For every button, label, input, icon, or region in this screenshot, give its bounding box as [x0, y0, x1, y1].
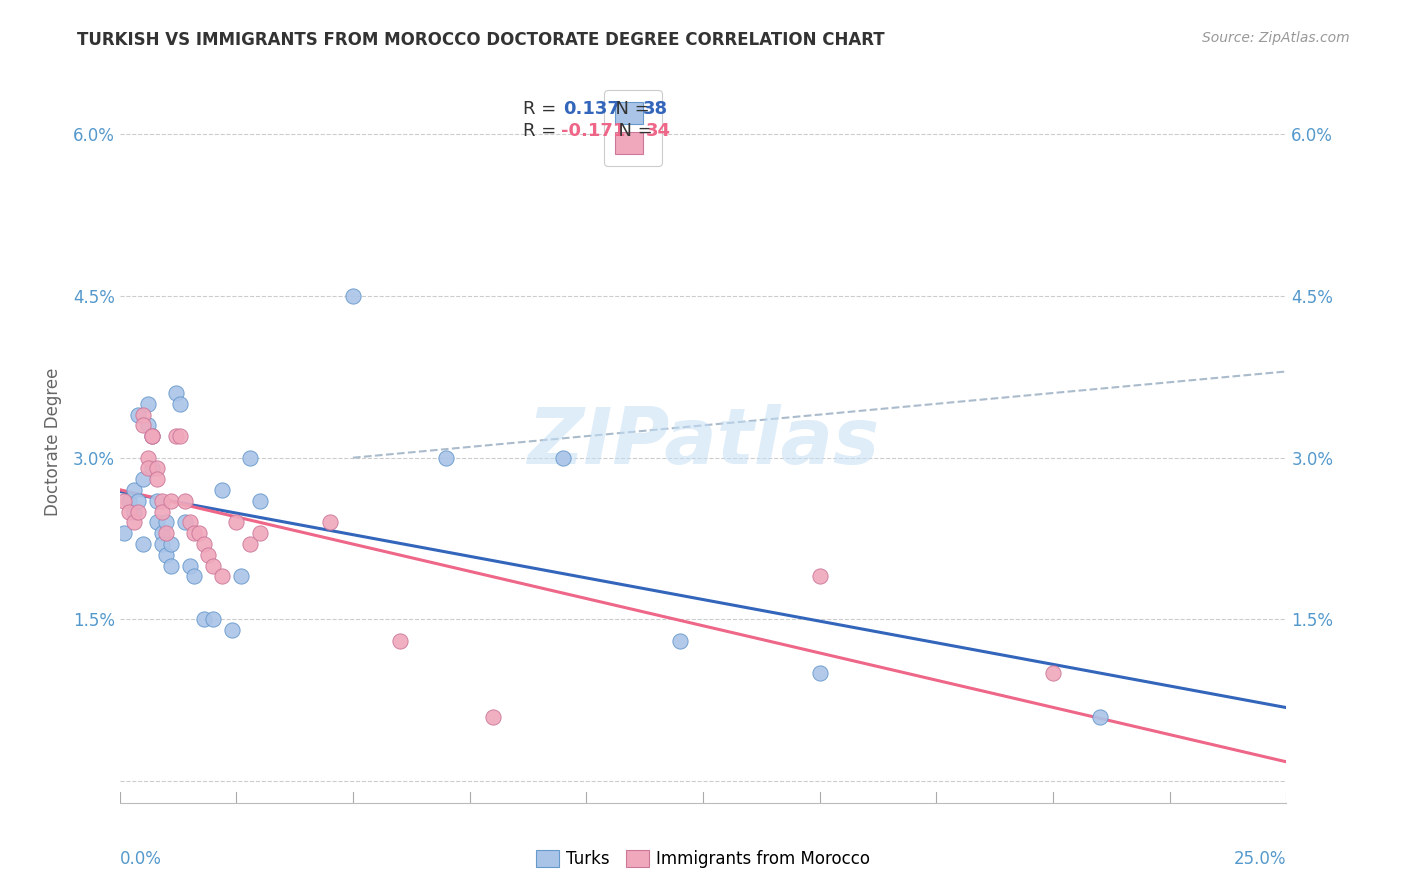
Point — [112, 526, 135, 541]
Point — [150, 493, 173, 508]
Point — [229, 569, 252, 583]
Point — [150, 526, 173, 541]
Point — [249, 526, 271, 541]
Point — [118, 505, 141, 519]
Point — [146, 461, 169, 475]
Point — [141, 429, 163, 443]
Point — [187, 526, 209, 541]
Point — [239, 450, 262, 465]
Point — [132, 472, 155, 486]
Point — [183, 569, 205, 583]
Point — [122, 483, 145, 497]
Point — [160, 537, 183, 551]
Point — [221, 624, 243, 638]
Point — [146, 472, 169, 486]
Point — [146, 493, 169, 508]
Point — [482, 709, 505, 723]
Text: 25.0%: 25.0% — [1234, 850, 1286, 868]
Point — [150, 505, 173, 519]
Point — [193, 612, 215, 626]
Point — [141, 461, 163, 475]
Point — [136, 461, 159, 475]
Text: 0.0%: 0.0% — [120, 850, 162, 868]
Text: TURKISH VS IMMIGRANTS FROM MOROCCO DOCTORATE DEGREE CORRELATION CHART: TURKISH VS IMMIGRANTS FROM MOROCCO DOCTO… — [77, 31, 884, 49]
Point — [127, 493, 149, 508]
Point — [165, 386, 187, 401]
Point — [225, 516, 247, 530]
Point — [136, 450, 159, 465]
Point — [155, 548, 177, 562]
Point — [808, 569, 831, 583]
Point — [136, 397, 159, 411]
Legend: , : , — [603, 90, 662, 166]
Point — [197, 548, 219, 562]
Point — [668, 634, 690, 648]
Point — [136, 418, 159, 433]
Point — [179, 558, 201, 573]
Point — [342, 289, 364, 303]
Point — [193, 537, 215, 551]
Point — [239, 537, 262, 551]
Point — [160, 558, 183, 573]
Text: R =: R = — [523, 122, 562, 140]
Y-axis label: Doctorate Degree: Doctorate Degree — [44, 368, 62, 516]
Point — [122, 516, 145, 530]
Point — [1088, 709, 1111, 723]
Point — [141, 429, 163, 443]
Point — [201, 558, 224, 573]
Point — [118, 493, 141, 508]
Text: N =: N = — [603, 100, 655, 118]
Text: 0.137: 0.137 — [562, 100, 620, 118]
Point — [112, 493, 135, 508]
Point — [388, 634, 411, 648]
Text: Source: ZipAtlas.com: Source: ZipAtlas.com — [1202, 31, 1350, 45]
Point — [183, 526, 205, 541]
Point — [155, 526, 177, 541]
Point — [173, 493, 195, 508]
Point — [551, 450, 574, 465]
Point — [201, 612, 224, 626]
Point — [169, 429, 191, 443]
Point — [434, 450, 457, 465]
Point — [179, 516, 201, 530]
Point — [122, 505, 145, 519]
Point — [132, 408, 155, 422]
Point — [318, 516, 340, 530]
Text: N =: N = — [607, 122, 659, 140]
Point — [146, 516, 169, 530]
Point — [132, 537, 155, 551]
Point — [211, 569, 233, 583]
Text: R =: R = — [523, 100, 562, 118]
Point — [127, 408, 149, 422]
Point — [808, 666, 831, 681]
Point — [155, 516, 177, 530]
Text: ZIPatlas: ZIPatlas — [527, 403, 879, 480]
Point — [249, 493, 271, 508]
Point — [169, 397, 191, 411]
Point — [160, 493, 183, 508]
Point — [211, 483, 233, 497]
Point — [173, 516, 195, 530]
Text: -0.171: -0.171 — [561, 122, 626, 140]
Point — [1042, 666, 1064, 681]
Point — [150, 537, 173, 551]
Point — [165, 429, 187, 443]
Point — [141, 429, 163, 443]
Text: 38: 38 — [643, 100, 668, 118]
Point — [132, 418, 155, 433]
Point — [127, 505, 149, 519]
Legend: Turks, Immigrants from Morocco: Turks, Immigrants from Morocco — [529, 843, 877, 875]
Text: 34: 34 — [645, 122, 671, 140]
